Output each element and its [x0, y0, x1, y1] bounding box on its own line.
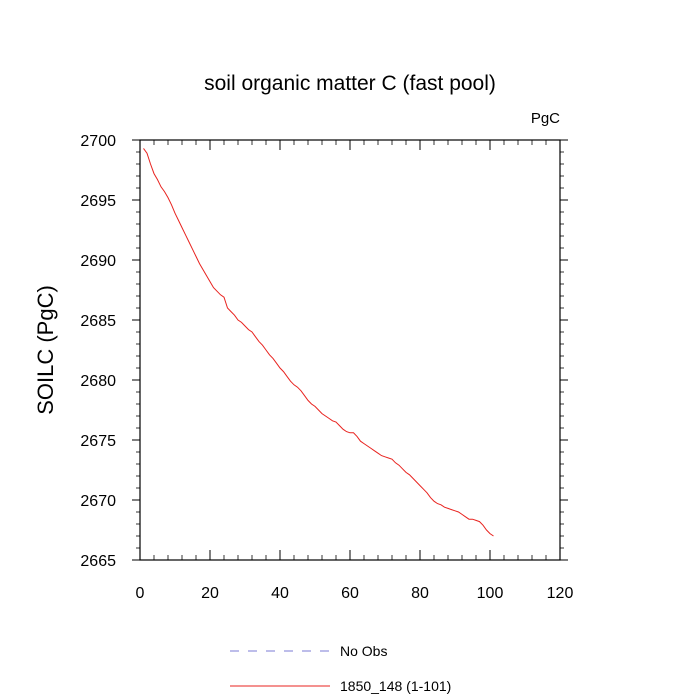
y-axis-label: SOILC (PgC) [33, 285, 58, 415]
chart-title: soil organic matter C (fast pool) [204, 72, 496, 95]
series-line-0 [143, 148, 494, 537]
x-tick-label: 0 [136, 585, 145, 602]
units-label: PgC [531, 110, 560, 127]
legend-label-no-obs: No Obs [340, 643, 387, 659]
y-tick-label: 2670 [80, 493, 116, 510]
y-tick-label: 2675 [80, 433, 116, 450]
plot-frame [139, 139, 561, 561]
y-tick-label: 2685 [80, 313, 116, 330]
x-tick-label: 40 [271, 585, 289, 602]
y-tick-label: 2695 [80, 193, 116, 210]
axis-ticks [132, 139, 568, 561]
y-tick-label: 2700 [80, 133, 116, 150]
x-tick-label: 100 [477, 585, 504, 602]
legend: No Obs 1850_148 (1-101) [230, 643, 451, 694]
x-tick-label: 20 [201, 585, 219, 602]
x-tick-label: 80 [411, 585, 429, 602]
y-tick-label: 2690 [80, 253, 116, 270]
x-tick-label: 60 [341, 585, 359, 602]
x-tick-label: 120 [547, 585, 574, 602]
axis-tick-labels: 0 20 40 60 80 100 120 2665 2670 2675 2680 2685 2690 2… [80, 133, 573, 602]
y-tick-label: 2665 [80, 553, 116, 570]
series-lines [143, 148, 494, 537]
y-tick-label: 2680 [80, 373, 116, 390]
legend-label-1850-148: 1850_148 (1-101) [340, 678, 451, 694]
